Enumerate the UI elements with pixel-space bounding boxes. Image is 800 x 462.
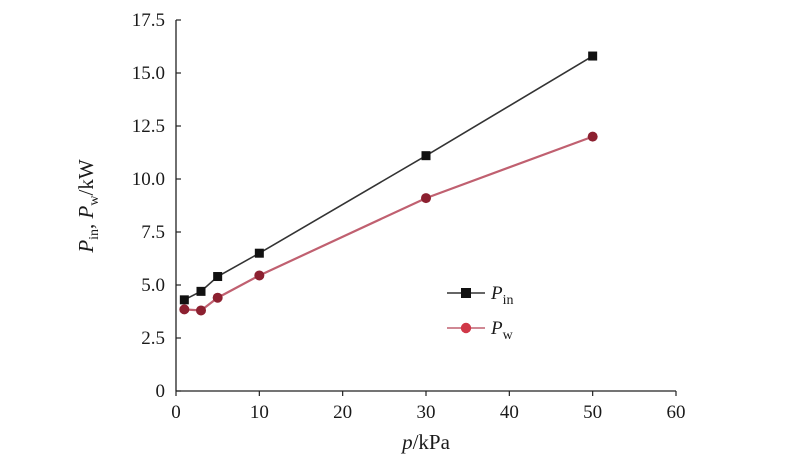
y-tick-label: 10.0 bbox=[132, 169, 165, 190]
y-axis-title-s2: w bbox=[87, 195, 102, 206]
data-point-pin bbox=[421, 151, 431, 161]
x-axis-title: p/kPa bbox=[400, 430, 451, 454]
y-tick-label: 7.5 bbox=[141, 222, 165, 243]
data-point-pin bbox=[196, 286, 206, 296]
data-point-pw bbox=[254, 270, 265, 281]
y-tick-label: 15.0 bbox=[132, 63, 165, 84]
x-axis-title-main: p bbox=[400, 430, 413, 454]
y-axis-title-s1: in bbox=[87, 229, 102, 240]
legend-label-pin: Pin bbox=[490, 283, 514, 308]
legend-label-pw-sub: w bbox=[503, 328, 514, 343]
legend-marker-pw bbox=[460, 322, 472, 334]
x-tick-label: 0 bbox=[171, 402, 181, 423]
y-axis-title: Pin, Pw/kW bbox=[74, 159, 102, 254]
legend: Pin Pw bbox=[447, 283, 514, 343]
data-point-pin bbox=[254, 248, 264, 258]
y-tick-label: 17.5 bbox=[132, 10, 165, 31]
legend-label-pin-main: P bbox=[490, 283, 503, 304]
y-tick-label: 5.0 bbox=[141, 275, 165, 296]
data-point-pw bbox=[196, 305, 206, 316]
y-axis-title-p2: P bbox=[74, 205, 98, 219]
data-point-pin bbox=[213, 272, 223, 282]
series-line-p-in bbox=[183, 55, 594, 301]
y-axis-ticks: 0 2.5 5.0 7.5 10.0 12.5 15.0 17.5 bbox=[132, 10, 181, 402]
data-point-pw bbox=[179, 304, 190, 315]
data-point-pw bbox=[212, 292, 223, 303]
data-point-pin bbox=[179, 295, 189, 305]
legend-marker-pin bbox=[461, 288, 471, 298]
legend-label-pw-main: P bbox=[490, 318, 503, 339]
plot-area bbox=[179, 51, 598, 316]
y-tick-label: 12.5 bbox=[132, 116, 165, 137]
y-tick-label: 2.5 bbox=[141, 328, 165, 349]
y-axis-title-sep: , bbox=[74, 218, 98, 229]
x-tick-label: 30 bbox=[417, 402, 436, 423]
series-line-p-w bbox=[184, 135, 594, 312]
data-point-pw bbox=[587, 131, 598, 142]
x-tick-label: 40 bbox=[500, 402, 519, 423]
x-axis-ticks: 0 10 20 30 40 50 60 bbox=[171, 391, 686, 423]
x-tick-label: 10 bbox=[250, 402, 269, 423]
y-axis-title-unit: /kW bbox=[74, 159, 98, 195]
y-axis-title-p1: P bbox=[74, 240, 98, 254]
data-point-pw bbox=[421, 193, 431, 204]
x-tick-label: 50 bbox=[583, 402, 602, 423]
legend-label-pin-sub: in bbox=[503, 293, 514, 308]
x-tick-label: 60 bbox=[667, 402, 686, 423]
legend-label-pw: Pw bbox=[490, 318, 514, 343]
data-point-pin bbox=[588, 51, 598, 61]
y-tick-label: 0 bbox=[156, 381, 166, 402]
x-tick-label: 20 bbox=[333, 402, 352, 423]
x-axis-title-unit: /kPa bbox=[413, 430, 451, 454]
